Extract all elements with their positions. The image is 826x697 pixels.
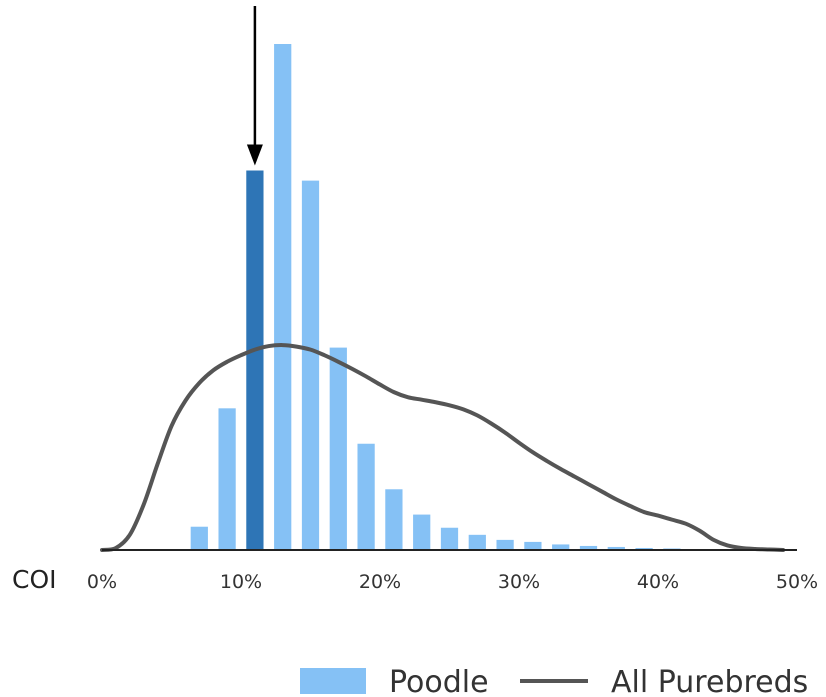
x-tick-label: 20%	[359, 571, 401, 593]
bar	[579, 545, 598, 550]
bar	[357, 443, 375, 550]
all-purebreds-curve-layer	[100, 343, 786, 552]
x-tick-label: 30%	[498, 571, 540, 593]
bar	[635, 547, 653, 550]
legend-label-poodle: Poodle	[389, 665, 489, 697]
x-tick-label: 10%	[220, 571, 262, 593]
bar	[496, 539, 514, 550]
x-axis-tick-labels: 0% 10% 20% 30% 40% 50%	[87, 571, 818, 593]
legend-label-all-purebreds: All Purebreds	[611, 665, 808, 697]
bar	[468, 534, 486, 550]
bar	[190, 526, 208, 550]
bar	[274, 44, 292, 550]
bar	[524, 541, 542, 550]
bar-highlighted	[246, 170, 264, 550]
x-tick-label: 50%	[776, 571, 818, 593]
x-axis-label: COI	[12, 565, 57, 594]
legend-swatch-poodle	[300, 668, 366, 694]
bar	[413, 514, 431, 550]
bar	[329, 347, 347, 550]
arrow-head	[246, 144, 263, 166]
bar	[607, 546, 625, 550]
legend: Poodle All Purebreds	[300, 665, 808, 697]
x-tick-label: 0%	[87, 571, 117, 593]
all-purebreds-line	[100, 343, 786, 552]
bar	[440, 527, 459, 550]
bar	[218, 408, 236, 550]
bar	[552, 544, 570, 550]
bar	[301, 180, 320, 550]
x-tick-label: 40%	[637, 571, 679, 593]
bar	[385, 489, 403, 550]
highlight-arrow-layer	[246, 6, 263, 166]
poodle-bars	[190, 44, 681, 550]
